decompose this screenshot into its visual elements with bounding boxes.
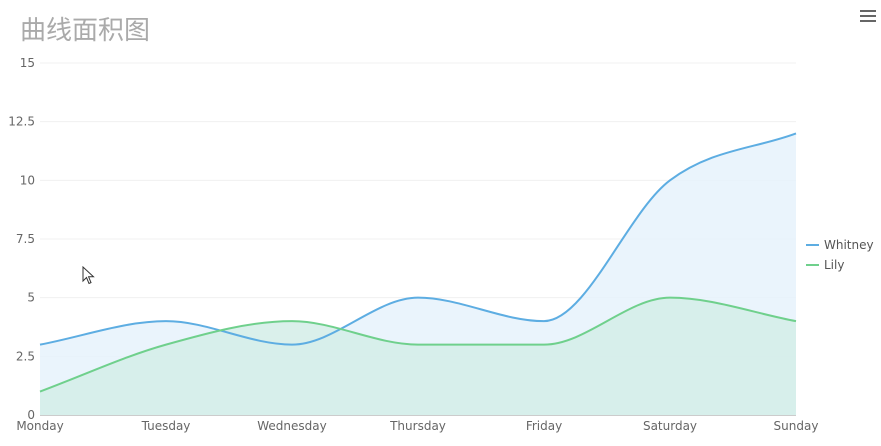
legend: Whitney Lily: [806, 235, 874, 275]
y-tick-label: 12.5: [8, 115, 35, 129]
legend-item-lily[interactable]: Lily: [806, 255, 874, 275]
y-tick-label: 10: [20, 173, 35, 187]
x-tick-label: Thursday: [389, 419, 446, 433]
series-line-lily[interactable]: [39, 296, 797, 393]
legend-swatch: [806, 244, 819, 246]
y-tick-label: 0: [27, 408, 35, 422]
x-tick-label: Tuesday: [141, 419, 191, 433]
x-tick-label: Saturday: [643, 419, 697, 433]
axes: 0 2.5 5 7.5 10 12.5 15 Monday Tuesday Wednesday Th…: [8, 56, 818, 433]
legend-label: Lily: [824, 258, 845, 272]
chart-title: 曲线面积图: [20, 16, 151, 46]
series-areas: [40, 133, 796, 415]
series-lines: [39, 132, 797, 393]
x-tick-label: Monday: [16, 419, 63, 433]
y-tick-label: 15: [20, 56, 35, 70]
x-tick-label: Sunday: [774, 419, 819, 433]
y-tick-label: 2.5: [16, 349, 35, 363]
y-tick-label: 5: [27, 291, 35, 305]
y-tick-label: 7.5: [16, 232, 35, 246]
hamburger-menu-icon[interactable]: [860, 10, 878, 26]
series-area-lily: [40, 297, 796, 415]
legend-swatch: [806, 264, 819, 266]
x-tick-label: Friday: [526, 419, 562, 433]
mouse-pointer-icon: [82, 266, 95, 285]
legend-label: Whitney: [824, 238, 874, 252]
legend-item-whitney[interactable]: Whitney: [806, 235, 874, 255]
x-tick-label: Wednesday: [257, 419, 326, 433]
series-line-whitney[interactable]: [39, 132, 797, 346]
